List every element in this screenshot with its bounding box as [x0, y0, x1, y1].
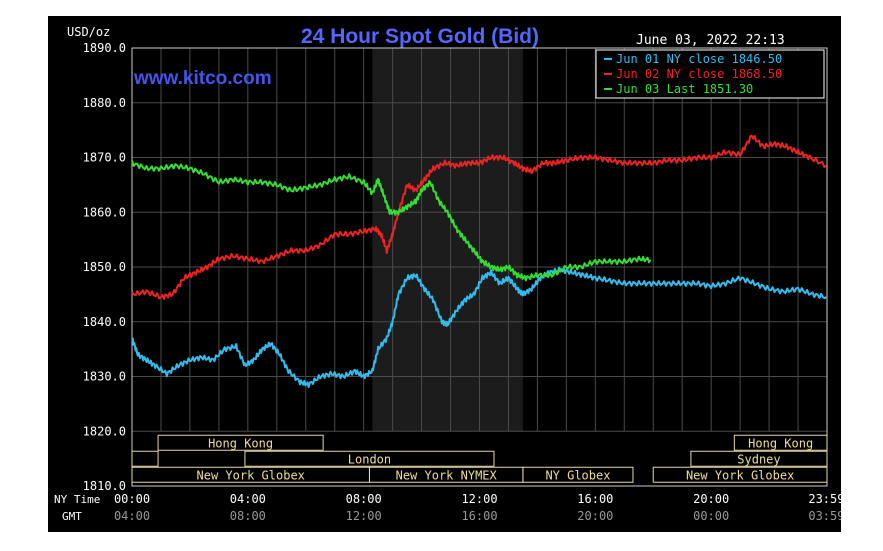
x-tick-label-ny: 00:00: [114, 492, 150, 506]
session-label: Sydney: [737, 452, 780, 466]
session-box: [157, 434, 324, 451]
legend-entry: Jun 03 Last 1851.30: [616, 82, 753, 96]
session-label: NY Globex: [545, 468, 610, 482]
x-tick-label-gmt: 20:00: [577, 509, 613, 523]
x-tick-label-ny: 23:59: [808, 492, 841, 506]
x-tick-label-gmt: 16:00: [461, 509, 497, 523]
y-tick-label: 1830.0: [83, 370, 126, 384]
legend-box: [595, 49, 825, 99]
y-tick-label: 1880.0: [83, 96, 126, 110]
x-tick-label-ny: 04:00: [230, 492, 266, 506]
session-box: [244, 450, 495, 467]
chart-frame: Hong Kong London New York Globex New York N…: [48, 16, 845, 532]
session-label: New York NYMEX: [396, 468, 498, 482]
legend-entry: Jun 02 NY close 1868.50: [616, 67, 782, 81]
x-tick-label-ny: 16:00: [577, 492, 613, 506]
y-tick-labels: 1890.0 1880.0 1870.0 1860.0 1850.0 1840.0 1830…: [83, 41, 126, 493]
session-label: Hong Kong: [748, 436, 813, 450]
y-tick-label: 1810.0: [83, 479, 126, 493]
x-tick-label-gmt: 04:00: [114, 509, 150, 523]
x-tick-label-ny: 12:00: [461, 492, 497, 506]
legend-entry: Jun 01 NY close 1846.50: [616, 52, 782, 66]
session-box: [522, 466, 634, 483]
gmt-label: GMT: [62, 510, 82, 523]
session-box: [733, 434, 828, 451]
ny-time-label: NY Time: [54, 493, 100, 506]
plot-border: [131, 47, 828, 487]
price-lines: [131, 134, 827, 389]
x-tick-label-ny: 08:00: [346, 492, 382, 506]
session-label: London: [348, 452, 391, 466]
market-sessions: Hong Kong London New York Globex New York N…: [131, 434, 828, 483]
y-tick-label: 1860.0: [83, 205, 126, 219]
y-tick-label: 1840.0: [83, 315, 126, 329]
x-tick-label-gmt: 03:59: [808, 509, 841, 523]
session-box: [690, 450, 828, 467]
session-box: [652, 466, 828, 483]
session-label: Hong Kong: [208, 436, 273, 450]
watermark-url: www.kitco.com: [133, 68, 272, 89]
x-tick-label-ny: 20:00: [693, 492, 729, 506]
y-tick-label: 1850.0: [83, 260, 126, 274]
y-unit-label: USD/oz: [67, 25, 110, 39]
session-label: New York Globex: [686, 468, 794, 482]
y-tick-label: 1890.0: [83, 41, 126, 55]
session-box: [131, 450, 159, 467]
session-label: New York Globex: [197, 468, 305, 482]
series-line: [131, 134, 827, 300]
session-shading: [372, 48, 523, 432]
gold-price-chart: Hong Kong London New York Globex New York N…: [54, 25, 845, 523]
x-tick-label-gmt: 12:00: [346, 509, 382, 523]
x-tick-labels: 00:00 04:00 08:00 12:00 16:00 20:00 23:59 04:00…: [114, 492, 845, 523]
series-line: [131, 160, 652, 282]
y-tick-label: 1820.0: [83, 424, 126, 438]
x-tick-label-gmt: 00:00: [693, 509, 729, 523]
series-line: [131, 266, 827, 389]
x-tick-label-gmt: 08:00: [230, 509, 266, 523]
timestamp: June 03, 2022 22:13: [636, 33, 785, 48]
y-tick-label: 1870.0: [83, 151, 126, 165]
chart-title: 24 Hour Spot Gold (Bid): [301, 25, 539, 48]
